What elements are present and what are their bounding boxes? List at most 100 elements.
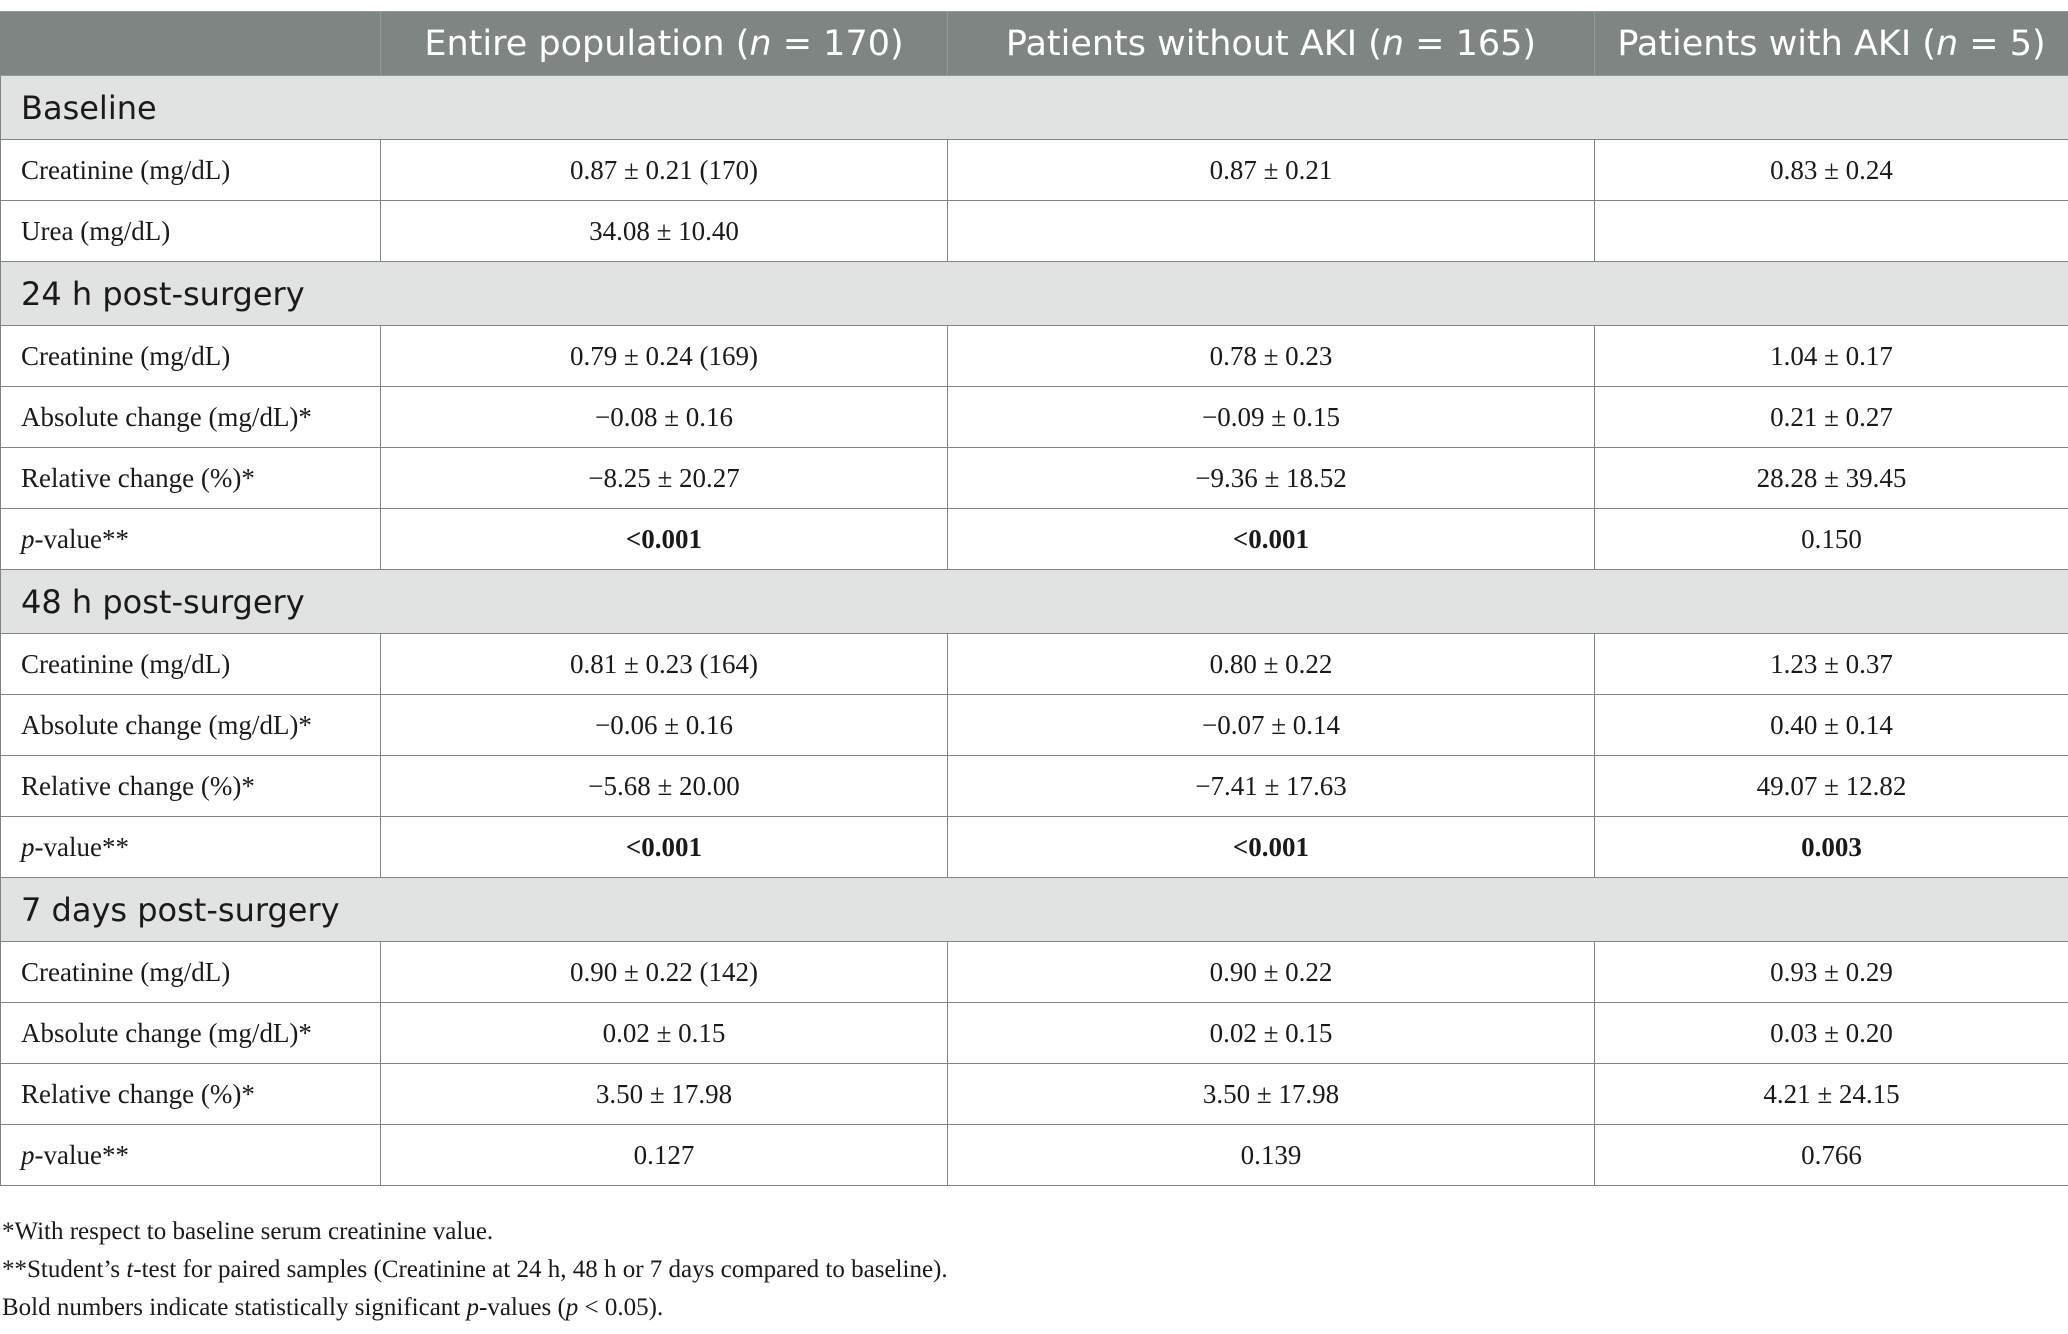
value-cell: −7.41 ± 17.63	[947, 755, 1595, 817]
row-label-text: Absolute change (mg/dL)*	[21, 401, 312, 432]
row-label-text: Urea (mg/dL)	[21, 215, 171, 246]
value-cell: 0.80 ± 0.22	[947, 633, 1595, 695]
value-cell: −0.06 ± 0.16	[380, 694, 948, 756]
table-row: Creatinine (mg/dL) 0.90 ± 0.22 (142) 0.90 …	[0, 941, 2068, 1003]
value-cell: 0.03 ± 0.20	[1594, 1002, 2068, 1064]
header-patients-without-aki: Patients without AKI (n = 165)	[947, 11, 1595, 76]
section-title: 7 days post-surgery	[0, 877, 2068, 942]
header-row: Entire population (n = 170) Patients wit…	[0, 11, 2068, 76]
value-cell: <0.001	[947, 816, 1595, 878]
value-cell: 49.07 ± 12.82	[1594, 755, 2068, 817]
table-row: p-value** <0.001 <0.001 0.150	[0, 508, 2068, 570]
table-row: Creatinine (mg/dL) 0.81 ± 0.23 (164) 0.80 …	[0, 633, 2068, 695]
row-label: Absolute change (mg/dL)*	[0, 694, 381, 756]
value-cell	[947, 200, 1595, 262]
table-row: Absolute change (mg/dL)* −0.06 ± 0.16 −0.0…	[0, 694, 2068, 756]
section-title: 24 h post-surgery	[0, 261, 2068, 326]
row-label-text: -value**	[34, 1139, 129, 1170]
value-cell: 3.50 ± 17.98	[380, 1063, 948, 1125]
value-cell	[1594, 200, 2068, 262]
row-label-text: -value**	[34, 831, 129, 862]
value-cell: 0.87 ± 0.21	[947, 139, 1595, 201]
table-row: Creatinine (mg/dL) 0.87 ± 0.21 (170) 0.87 …	[0, 139, 2068, 201]
value-cell: <0.001	[380, 816, 948, 878]
value-cell: 1.23 ± 0.37	[1594, 633, 2068, 695]
value-cell: <0.001	[947, 508, 1595, 570]
row-label-text: Relative change (%)*	[21, 770, 255, 801]
section-header-row: 24 h post-surgery	[0, 261, 2068, 326]
results-table: Entire population (n = 170) Patients wit…	[0, 11, 2068, 1186]
value-cell: 3.50 ± 17.98	[947, 1063, 1595, 1125]
value-cell: 0.150	[1594, 508, 2068, 570]
row-label-text: -value**	[34, 523, 129, 554]
row-label: Relative change (%)*	[0, 1063, 381, 1125]
table-row: Creatinine (mg/dL) 0.79 ± 0.24 (169) 0.78 …	[0, 325, 2068, 387]
row-label-text: Relative change (%)*	[21, 462, 255, 493]
value-cell: 1.04 ± 0.17	[1594, 325, 2068, 387]
row-label-text: Creatinine (mg/dL)	[21, 648, 231, 679]
header-patients-with-aki: Patients with AKI (n = 5)	[1594, 11, 2068, 76]
table-row: Absolute change (mg/dL)* 0.02 ± 0.15 0.02 …	[0, 1002, 2068, 1064]
header-entire-population: Entire population (n = 170)	[380, 11, 948, 76]
row-label-text: Absolute change (mg/dL)*	[21, 709, 312, 740]
value-cell: 0.83 ± 0.24	[1594, 139, 2068, 201]
value-cell: 0.003	[1594, 816, 2068, 878]
row-label-italic: p	[21, 1139, 35, 1170]
section-title: 48 h post-surgery	[0, 569, 2068, 634]
value-cell: −0.08 ± 0.16	[380, 386, 948, 448]
table-row: Relative change (%)* −5.68 ± 20.00 −7.41 ±…	[0, 755, 2068, 817]
row-label: p-value**	[0, 816, 381, 878]
row-label-text: Creatinine (mg/dL)	[21, 340, 231, 371]
row-label: Relative change (%)*	[0, 755, 381, 817]
table-row: p-value** 0.127 0.139 0.766	[0, 1124, 2068, 1186]
row-label-text: Creatinine (mg/dL)	[21, 956, 231, 987]
table-row: Relative change (%)* 3.50 ± 17.98 3.50 ± 1…	[0, 1063, 2068, 1125]
value-cell: 34.08 ± 10.40	[380, 200, 948, 262]
header-blank-cell	[0, 11, 381, 76]
value-cell: 0.87 ± 0.21 (170)	[380, 139, 948, 201]
table-row: Urea (mg/dL) 34.08 ± 10.40	[0, 200, 2068, 262]
row-label: Creatinine (mg/dL)	[0, 325, 381, 387]
section-title: Baseline	[0, 75, 2068, 140]
value-cell: 0.02 ± 0.15	[380, 1002, 948, 1064]
footnote-bold-significance: Bold numbers indicate statistically sign…	[2, 1294, 664, 1321]
footnote-t-test: **Student’s t-test for paired samples (C…	[2, 1256, 948, 1283]
value-cell: 0.139	[947, 1124, 1595, 1186]
value-cell: −8.25 ± 20.27	[380, 447, 948, 509]
value-cell: 0.78 ± 0.23	[947, 325, 1595, 387]
value-cell: 28.28 ± 39.45	[1594, 447, 2068, 509]
value-cell: −0.09 ± 0.15	[947, 386, 1595, 448]
footnote-baseline-reference: *With respect to baseline serum creatini…	[2, 1218, 494, 1245]
value-cell: 0.90 ± 0.22	[947, 941, 1595, 1003]
row-label: Absolute change (mg/dL)*	[0, 1002, 381, 1064]
value-cell: 0.766	[1594, 1124, 2068, 1186]
value-cell: 0.21 ± 0.27	[1594, 386, 2068, 448]
table-row: Relative change (%)* −8.25 ± 20.27 −9.36 ±…	[0, 447, 2068, 509]
row-label-text: Creatinine (mg/dL)	[21, 154, 231, 185]
row-label: Creatinine (mg/dL)	[0, 941, 381, 1003]
row-label: Creatinine (mg/dL)	[0, 633, 381, 695]
section-header-row: 7 days post-surgery	[0, 877, 2068, 942]
table-row: p-value** <0.001 <0.001 0.003	[0, 816, 2068, 878]
row-label: p-value**	[0, 508, 381, 570]
row-label: Creatinine (mg/dL)	[0, 139, 381, 201]
value-cell: 0.79 ± 0.24 (169)	[380, 325, 948, 387]
value-cell: 0.40 ± 0.14	[1594, 694, 2068, 756]
value-cell: 0.93 ± 0.29	[1594, 941, 2068, 1003]
table-row: Absolute change (mg/dL)* −0.08 ± 0.16 −0.0…	[0, 386, 2068, 448]
row-label-italic: p	[21, 523, 35, 554]
row-label-italic: p	[21, 831, 35, 862]
row-label-text: Absolute change (mg/dL)*	[21, 1017, 312, 1048]
value-cell: 0.02 ± 0.15	[947, 1002, 1595, 1064]
row-label-text: Relative change (%)*	[21, 1078, 255, 1109]
row-label: p-value**	[0, 1124, 381, 1186]
value-cell: <0.001	[380, 508, 948, 570]
value-cell: 4.21 ± 24.15	[1594, 1063, 2068, 1125]
section-header-row: Baseline	[0, 75, 2068, 140]
row-label: Absolute change (mg/dL)*	[0, 386, 381, 448]
value-cell: 0.81 ± 0.23 (164)	[380, 633, 948, 695]
section-header-row: 48 h post-surgery	[0, 569, 2068, 634]
value-cell: 0.90 ± 0.22 (142)	[380, 941, 948, 1003]
row-label: Relative change (%)*	[0, 447, 381, 509]
value-cell: −9.36 ± 18.52	[947, 447, 1595, 509]
